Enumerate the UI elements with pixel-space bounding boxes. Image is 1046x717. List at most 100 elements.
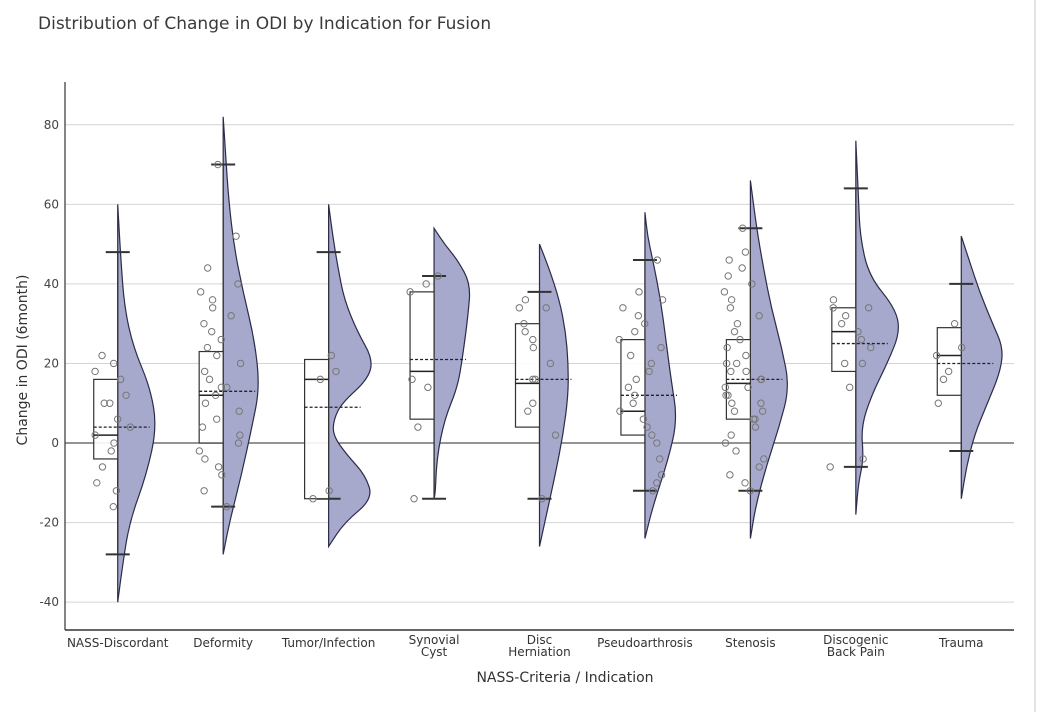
data-point — [113, 415, 122, 423]
data-point — [546, 359, 555, 368]
data-point — [100, 399, 108, 407]
density-cloud — [328, 204, 372, 549]
data-point — [529, 335, 537, 344]
data-point — [726, 304, 735, 312]
data-point — [109, 359, 118, 368]
data-point — [98, 351, 106, 360]
data-point — [939, 375, 948, 384]
x-tick-label: Trauma — [938, 636, 984, 650]
raincloud-chart: -40 -20 0 20 40 60 80 NASS-Discordant Deformity T… — [15, 82, 1014, 686]
data-point — [751, 423, 760, 431]
data-point — [223, 502, 231, 511]
density-cloud — [222, 116, 259, 555]
data-point — [727, 296, 736, 304]
data-point — [643, 423, 651, 431]
data-point — [126, 423, 135, 431]
x-tick-label: Tumor/Infection — [281, 636, 375, 650]
data-point — [107, 447, 115, 455]
data-point — [232, 232, 240, 240]
data-point — [615, 335, 623, 344]
y-tick-label: -40 — [39, 595, 59, 609]
x-tick-label: Pseudoarthrosis — [597, 636, 693, 650]
chart-title: Distribution of Change in ODI by Indicat… — [38, 14, 492, 34]
data-point — [208, 296, 217, 304]
y-axis-label: Change in ODI (6month) — [15, 275, 31, 446]
density-cloud — [749, 180, 788, 539]
data-point — [829, 304, 837, 312]
data-point — [944, 367, 953, 376]
data-point — [414, 423, 422, 431]
y-tick-label: 60 — [44, 197, 59, 211]
data-point — [406, 288, 414, 296]
data-point — [647, 359, 656, 368]
data-point — [631, 327, 639, 336]
data-point — [325, 487, 333, 495]
data-point — [200, 319, 208, 328]
data-point — [424, 383, 432, 392]
data-point — [110, 439, 118, 447]
data-point — [841, 312, 850, 320]
density-cloud — [960, 235, 1003, 499]
y-tick-label: 0 — [51, 436, 59, 450]
data-point — [730, 407, 739, 415]
data-point — [635, 288, 643, 296]
iqr-box — [409, 291, 435, 420]
data-point — [730, 327, 739, 336]
data-point — [653, 439, 661, 447]
data-point — [316, 375, 324, 384]
data-point — [213, 351, 221, 360]
data-point — [434, 272, 442, 280]
data-point — [934, 399, 942, 407]
data-point — [741, 248, 750, 256]
data-point — [91, 431, 99, 439]
data-point — [227, 312, 235, 320]
data-point — [223, 383, 231, 392]
iqr-box — [936, 327, 962, 396]
data-point — [208, 327, 216, 336]
density-cloud — [433, 226, 471, 500]
data-point — [205, 375, 214, 384]
data-point — [408, 375, 416, 384]
data-point — [757, 399, 765, 407]
data-point — [619, 304, 627, 312]
data-point — [957, 343, 966, 352]
data-point — [195, 447, 204, 455]
x-tick-label: Disc Herniation — [508, 633, 570, 659]
data-point — [826, 463, 834, 471]
data-point — [857, 335, 866, 344]
data-point — [648, 431, 656, 439]
data-point — [630, 391, 639, 399]
data-point — [235, 407, 243, 415]
iqr-box — [198, 350, 224, 444]
x-tick-label: Synovial Cyst — [409, 633, 460, 659]
data-point — [648, 487, 657, 495]
data-point — [217, 383, 226, 392]
data-point — [217, 335, 225, 344]
data-point — [840, 359, 849, 368]
density-cloud — [644, 212, 677, 539]
data-point — [864, 304, 873, 312]
data-point — [854, 327, 862, 336]
data-point — [542, 304, 550, 312]
data-point — [112, 487, 121, 495]
x-tick-label: Deformity — [193, 636, 253, 650]
data-point — [106, 399, 114, 407]
data-point — [531, 375, 540, 384]
data-point — [932, 351, 941, 360]
data-point — [234, 280, 242, 288]
data-point — [950, 319, 959, 328]
y-tick-label: -20 — [39, 516, 59, 530]
data-point — [521, 327, 529, 336]
data-point — [721, 383, 730, 392]
data-point — [758, 407, 767, 415]
data-point — [742, 351, 750, 360]
iqr-box — [93, 378, 119, 460]
data-point — [757, 375, 766, 384]
data-point — [203, 343, 212, 352]
x-tick-label: Discogenic Back Pain — [823, 633, 888, 659]
axes: -40 -20 0 20 40 60 80 NASS-Discordant Deformity T… — [39, 82, 1014, 659]
data-point — [515, 304, 524, 312]
density-cloud — [117, 204, 156, 603]
data-point — [109, 502, 118, 511]
data-point — [236, 359, 245, 368]
